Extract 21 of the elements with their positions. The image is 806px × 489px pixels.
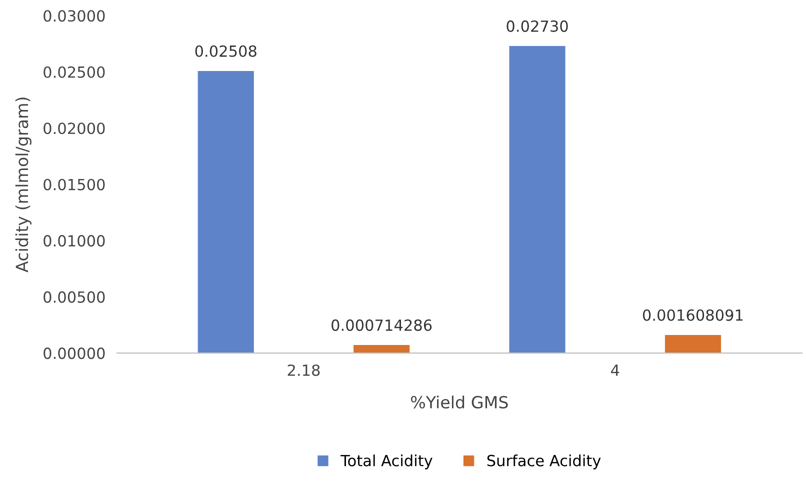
- legend-label: Surface Acidity: [487, 454, 601, 470]
- bar: [198, 70, 254, 354]
- y-tick-label: 0.02000: [44, 122, 105, 134]
- y-tick-label: 0.02500: [44, 66, 105, 78]
- y-tick-label: 0.03000: [44, 10, 105, 22]
- y-tick-label: 0.01000: [44, 235, 105, 247]
- data-label: 0.000714286: [332, 319, 432, 331]
- x-axis-title: %Yield GMS: [411, 396, 508, 409]
- y-axis-title: Acidity (mlmol/gram): [15, 98, 32, 272]
- x-tick-label: 4: [611, 364, 620, 376]
- bar: [664, 334, 722, 354]
- y-tick-label: 0.01500: [44, 178, 105, 190]
- x-tick-label: 2.18: [288, 364, 320, 376]
- data-label: 0.02508: [195, 45, 256, 57]
- y-tick-label: 0.00000: [44, 348, 105, 360]
- legend-label: Total Acidity: [340, 454, 432, 470]
- bar: [509, 46, 566, 354]
- data-label: 0.001608091: [642, 309, 743, 321]
- data-label: 0.02730: [506, 20, 568, 32]
- bar: [354, 345, 410, 354]
- y-tick-label: 0.00500: [44, 291, 105, 303]
